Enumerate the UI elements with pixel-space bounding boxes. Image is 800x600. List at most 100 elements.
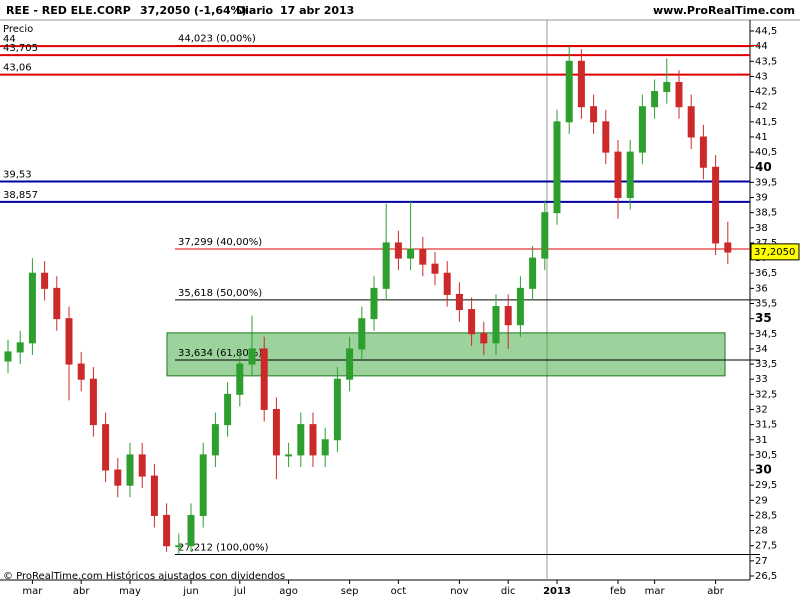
y-tick-label: 27,5 <box>755 541 777 552</box>
x-tick-label: mar <box>645 586 666 597</box>
level-label: 43,06 <box>3 63 32 74</box>
candle-body <box>260 348 268 410</box>
x-tick-label: 2013 <box>543 586 571 597</box>
y-tick-label: 32 <box>755 404 768 415</box>
fib-label: 27,212 (100,00%) <box>178 542 269 553</box>
x-tick-label: oct <box>391 586 407 597</box>
fib-label: 35,618 (50,00%) <box>178 288 262 299</box>
y-tick-label: 36 <box>755 283 768 294</box>
candle-body <box>492 306 500 344</box>
candle-body <box>443 272 451 295</box>
x-tick-label: sep <box>341 586 359 597</box>
candle-body <box>419 248 427 265</box>
y-tick-label: 39,5 <box>755 177 777 188</box>
candle-body <box>211 424 219 456</box>
y-tick-label: 38,5 <box>755 208 777 219</box>
candle-body <box>626 151 634 199</box>
fib-label: 33,634 (61,80%) <box>178 348 262 359</box>
candle-body <box>199 454 207 516</box>
candle-body <box>138 454 146 477</box>
candle-body <box>455 293 463 311</box>
y-tick-label: 30 <box>755 463 772 477</box>
y-tick-label: 41 <box>755 132 768 143</box>
candle-body <box>297 424 305 456</box>
candle-body <box>358 318 366 350</box>
candle-body <box>126 454 134 486</box>
y-tick-label: 31 <box>755 435 768 446</box>
candle-body <box>712 166 720 244</box>
candle-body <box>175 545 183 548</box>
y-tick-label: 26,5 <box>755 571 777 582</box>
candle-body <box>53 287 61 320</box>
candle-body <box>541 212 549 259</box>
x-tick-label: jul <box>233 586 246 597</box>
fib-label: 44,023 (0,00%) <box>178 33 256 44</box>
candle-body <box>529 257 537 289</box>
candle-body <box>590 106 598 123</box>
candle-body <box>4 351 12 362</box>
y-tick-label: 35,5 <box>755 299 777 310</box>
candle-body <box>89 378 97 426</box>
candle-body <box>468 309 476 335</box>
y-tick-label: 28,5 <box>755 510 777 521</box>
price-tag-label: 37,2050 <box>754 247 795 258</box>
candle-body <box>638 106 646 153</box>
level-label: 39,53 <box>3 169 32 180</box>
candle-body <box>699 136 707 168</box>
candle-body <box>431 263 439 274</box>
x-tick-label: feb <box>610 586 626 597</box>
x-tick-label: ago <box>279 586 298 597</box>
date: 17 abr 2013 <box>280 4 354 17</box>
y-tick-label: 33,5 <box>755 359 777 370</box>
candle-body <box>565 60 573 123</box>
y-tick-label: 35 <box>755 311 772 325</box>
y-tick-label: 31,5 <box>755 420 777 431</box>
candle-body <box>333 378 341 441</box>
candle-body <box>675 81 683 108</box>
y-tick-label: 29,5 <box>755 480 777 491</box>
candle-body <box>553 121 561 214</box>
candle-body <box>687 106 695 138</box>
x-tick-label: jun <box>182 586 198 597</box>
y-tick-label: 32,5 <box>755 389 777 400</box>
y-tick-label: 41,5 <box>755 117 777 128</box>
x-tick-label: abr <box>707 586 724 597</box>
candle-body <box>346 348 354 380</box>
y-tick-label: 39 <box>755 193 768 204</box>
y-tick-label: 29 <box>755 495 768 506</box>
candle-body <box>394 242 402 259</box>
candle-body <box>28 272 36 344</box>
y-tick-label: 36,5 <box>755 268 777 279</box>
price-tag <box>750 243 800 261</box>
x-tick-label: dic <box>501 586 516 597</box>
candle-body <box>272 408 280 456</box>
candle-body <box>651 91 659 108</box>
candle-body <box>602 121 610 153</box>
y-tick-label: 28 <box>755 526 768 537</box>
candle-body <box>516 287 524 326</box>
x-tick-label: mar <box>22 586 43 597</box>
candle-body <box>187 514 195 547</box>
level-label: 44 <box>3 34 16 45</box>
y-tick-label: 42 <box>755 102 768 113</box>
candle-body <box>150 475 158 516</box>
level-label: 43,705 <box>3 43 38 54</box>
x-tick-label: may <box>119 586 141 597</box>
candle-body <box>248 348 256 365</box>
candle-body <box>321 439 329 456</box>
period: Diario <box>236 4 274 17</box>
candle-body <box>370 287 378 320</box>
candle-body <box>480 333 488 344</box>
candle-body <box>102 424 110 471</box>
y-axis-title: Precio <box>3 24 33 35</box>
x-tick-label: nov <box>450 586 468 597</box>
zone <box>166 332 726 377</box>
candle-body <box>663 81 671 93</box>
footer: © ProRealTime.com Históricos ajustados c… <box>3 570 285 582</box>
y-tick-label: 40,5 <box>755 147 777 158</box>
candle-body <box>614 151 622 199</box>
candle-body <box>65 318 73 365</box>
y-tick-label: 43 <box>755 71 768 82</box>
ticker: REE - RED ELE.CORP <box>6 4 131 17</box>
y-tick-label: 44 <box>755 41 768 52</box>
